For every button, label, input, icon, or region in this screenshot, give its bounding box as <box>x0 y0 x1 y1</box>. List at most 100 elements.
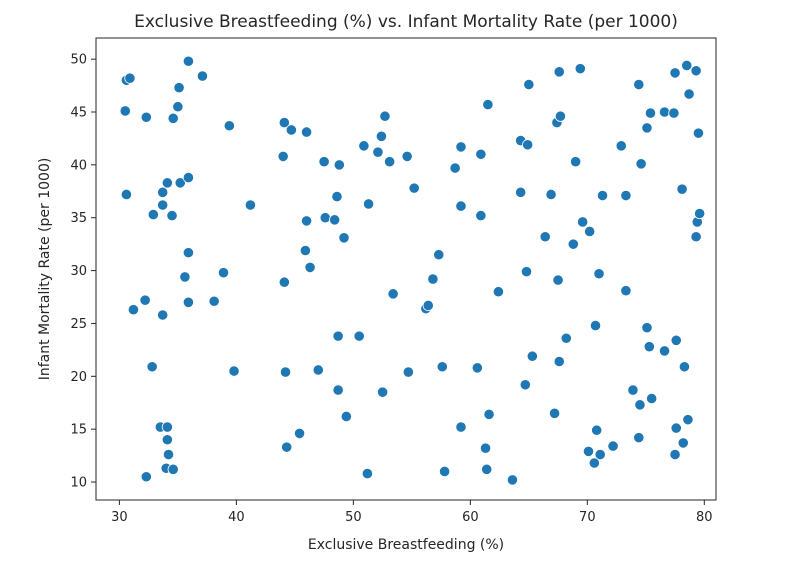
data-point-124 <box>634 399 646 411</box>
y-tick-label-4: 30 <box>70 264 87 279</box>
data-point-125 <box>635 158 647 170</box>
data-point-5 <box>139 294 151 306</box>
data-point-115 <box>594 448 606 461</box>
data-point-60 <box>362 198 375 210</box>
data-point-64 <box>379 110 391 122</box>
data-point-31 <box>208 295 220 307</box>
data-point-12 <box>157 186 169 198</box>
x-tick-label-1: 40 <box>228 510 245 525</box>
data-point-139 <box>677 437 689 449</box>
data-point-75 <box>439 465 451 478</box>
data-point-8 <box>146 361 158 373</box>
data-point-50 <box>329 214 341 226</box>
data-point-9 <box>147 208 159 221</box>
data-point-68 <box>402 366 414 378</box>
data-point-131 <box>658 106 671 118</box>
data-point-135 <box>669 448 681 461</box>
x-axis-label: Exclusive Breastfeeding (%) <box>308 537 504 553</box>
data-point-144 <box>690 231 702 243</box>
data-point-133 <box>668 107 680 119</box>
data-point-90 <box>515 186 527 198</box>
data-point-93 <box>522 139 534 151</box>
data-point-129 <box>644 107 657 119</box>
data-point-76 <box>449 162 461 174</box>
data-point-19 <box>166 210 178 222</box>
data-point-128 <box>643 341 655 353</box>
data-point-113 <box>591 424 603 436</box>
data-point-47 <box>312 364 324 376</box>
data-point-87 <box>492 286 505 298</box>
data-point-59 <box>361 467 373 480</box>
data-point-29 <box>182 296 195 308</box>
data-point-3 <box>120 188 133 201</box>
data-point-123 <box>633 78 645 91</box>
data-point-40 <box>281 441 293 453</box>
data-point-30 <box>196 70 209 82</box>
data-point-143 <box>683 88 695 100</box>
data-point-42 <box>293 427 306 439</box>
data-point-46 <box>304 261 316 274</box>
data-point-137 <box>670 334 682 346</box>
data-point-142 <box>682 414 694 426</box>
data-point-103 <box>554 110 567 122</box>
data-point-104 <box>560 332 572 344</box>
data-point-52 <box>332 330 344 342</box>
data-point-27 <box>182 171 195 184</box>
data-point-22 <box>172 101 184 113</box>
data-point-34 <box>228 365 240 377</box>
data-point-56 <box>340 410 352 423</box>
data-point-25 <box>179 271 191 283</box>
data-point-44 <box>300 215 313 227</box>
data-point-58 <box>358 140 370 152</box>
y-tick-label-8: 50 <box>70 53 87 68</box>
data-point-130 <box>646 392 658 405</box>
data-point-2 <box>119 105 131 117</box>
data-point-136 <box>670 422 682 434</box>
data-point-110 <box>584 225 596 238</box>
data-point-117 <box>607 440 619 452</box>
data-point-48 <box>318 156 330 168</box>
y-tick-label-5: 35 <box>70 211 87 226</box>
data-point-96 <box>539 231 551 243</box>
data-point-24 <box>174 177 186 189</box>
data-point-71 <box>422 299 434 312</box>
data-point-20 <box>167 112 179 124</box>
data-point-122 <box>633 432 645 444</box>
data-point-15 <box>161 177 173 189</box>
data-point-33 <box>223 120 235 132</box>
data-point-140 <box>678 361 691 373</box>
data-point-4 <box>127 304 140 316</box>
data-point-147 <box>692 127 705 139</box>
data-point-69 <box>408 182 420 194</box>
plot-frame <box>95 37 717 501</box>
data-point-57 <box>353 330 365 342</box>
data-point-97 <box>545 188 557 201</box>
data-point-86 <box>483 408 495 420</box>
y-tick-label-7: 45 <box>70 106 87 121</box>
data-point-65 <box>384 156 396 168</box>
y-tick-label-2: 20 <box>70 370 87 385</box>
data-point-98 <box>548 407 561 419</box>
data-point-108 <box>577 216 589 228</box>
data-point-102 <box>553 66 565 78</box>
data-point-63 <box>377 386 389 398</box>
data-point-45 <box>299 244 311 257</box>
y-tick-label-3: 25 <box>70 317 87 332</box>
y-tick-label-0: 10 <box>70 476 87 491</box>
data-point-67 <box>401 150 413 163</box>
data-point-53 <box>332 384 344 396</box>
data-point-141 <box>681 59 693 72</box>
data-point-94 <box>523 78 535 91</box>
data-point-55 <box>338 232 350 244</box>
data-point-111 <box>588 457 600 469</box>
x-tick-label-2: 50 <box>345 510 362 525</box>
axis-ticks: 30 40 50 60 70 80 10 15 20 25 30 35 40 45 50 <box>70 53 712 525</box>
data-point-100 <box>552 274 564 286</box>
data-point-80 <box>471 362 483 374</box>
data-point-134 <box>669 67 681 79</box>
data-point-43 <box>300 126 313 138</box>
data-point-66 <box>387 288 399 300</box>
data-point-54 <box>333 159 345 171</box>
data-point-35 <box>244 199 257 211</box>
